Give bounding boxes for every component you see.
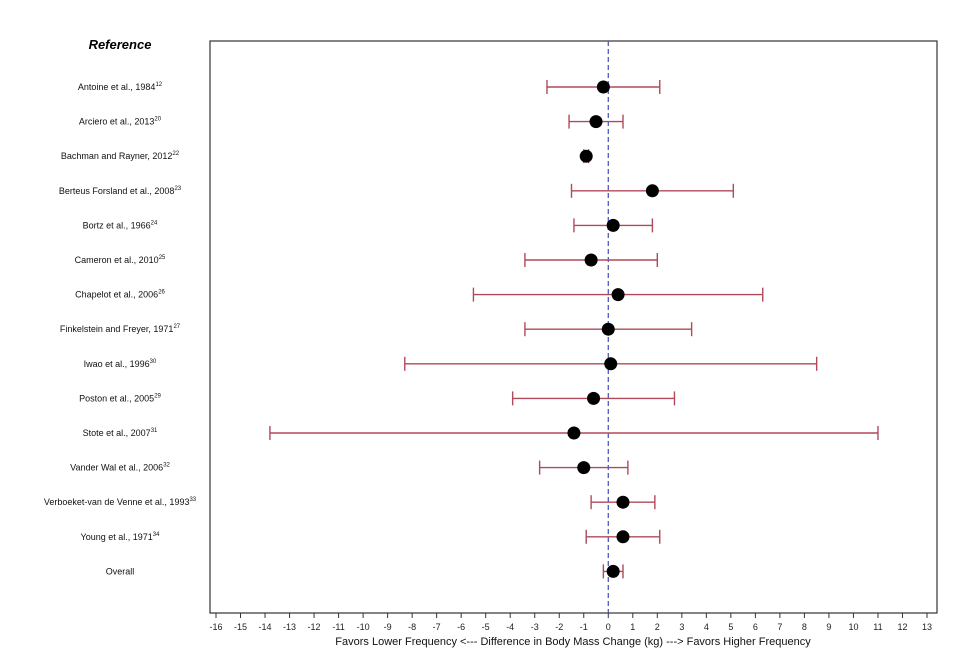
study-reference-number: 24 <box>151 220 158 226</box>
study-label: Bachman and Rayner, 201222 <box>61 151 180 161</box>
study-label: Verboeket-van de Venne et al., 199333 <box>44 497 197 507</box>
x-tick-label: -14 <box>259 622 272 632</box>
x-tick-label: 2 <box>655 622 660 632</box>
reference-column-heading: Reference <box>89 37 152 52</box>
point-estimate <box>601 322 615 336</box>
x-tick-label: -8 <box>408 622 416 632</box>
x-tick-label: 10 <box>848 622 858 632</box>
x-tick-label: -9 <box>384 622 392 632</box>
study-label: Bortz et al., 196624 <box>83 220 158 230</box>
study-label: Poston et al., 200529 <box>79 393 161 403</box>
point-estimate <box>606 218 620 232</box>
study-label: Young et al., 197134 <box>81 532 161 542</box>
x-tick-label: 5 <box>728 622 733 632</box>
point-estimate <box>584 253 598 267</box>
x-tick-label: 3 <box>679 622 684 632</box>
x-tick-label: -6 <box>457 622 465 632</box>
study-reference-number: 23 <box>174 186 181 192</box>
study-reference-number: 25 <box>159 255 166 261</box>
study-reference-number: 31 <box>151 428 158 434</box>
x-tick-label: -12 <box>308 622 321 632</box>
x-tick-label: -16 <box>209 622 222 632</box>
x-tick-label: -11 <box>332 622 344 632</box>
x-tick-label: 0 <box>606 622 611 632</box>
point-estimate <box>579 149 593 163</box>
point-estimate <box>611 288 625 302</box>
x-tick-label: -13 <box>283 622 296 632</box>
x-tick-label: 11 <box>873 622 882 632</box>
point-estimate <box>616 530 630 544</box>
x-tick-label: 9 <box>826 622 831 632</box>
study-reference-number: 32 <box>163 463 170 469</box>
confidence-intervals <box>269 80 879 579</box>
x-tick-label: -10 <box>357 622 370 632</box>
point-estimate <box>587 391 601 405</box>
study-reference-number: 12 <box>155 82 162 88</box>
x-tick-label: -15 <box>234 622 247 632</box>
study-reference-number: 22 <box>172 151 179 157</box>
x-axis-title: Favors Lower Frequency <--- Difference i… <box>335 636 811 648</box>
point-estimate <box>589 115 603 129</box>
x-tick-label: -5 <box>482 622 490 632</box>
point-estimate <box>604 357 618 371</box>
point-estimate <box>567 426 581 440</box>
x-tick-label: -4 <box>506 622 514 632</box>
point-estimate <box>577 461 591 475</box>
study-label: Vander Wal et al., 200632 <box>70 463 170 473</box>
x-tick-label: 8 <box>802 622 807 632</box>
study-label: Antoine et al., 198412 <box>78 82 163 92</box>
study-reference-number: 27 <box>173 324 180 330</box>
study-label: Iwao et al., 199630 <box>84 359 157 369</box>
x-tick-label: 13 <box>922 622 932 632</box>
x-tick-label: -2 <box>555 622 563 632</box>
point-estimate <box>645 184 659 198</box>
x-tick-label: 7 <box>777 622 782 632</box>
x-tick-label: -3 <box>531 622 539 632</box>
study-label: Arciero et al., 201320 <box>79 117 162 127</box>
point-estimate <box>616 495 630 509</box>
study-labels: Antoine et al., 198412 Arciero et al., 20… <box>44 82 197 576</box>
study-label: Cameron et al., 201025 <box>75 255 166 265</box>
x-tick-label: 4 <box>704 622 709 632</box>
x-tick-label: -7 <box>433 622 441 632</box>
point-estimate <box>596 80 610 94</box>
study-reference-number: 33 <box>189 497 196 503</box>
x-tick-label: 1 <box>630 622 635 632</box>
study-label: Stote et al., 200731 <box>83 428 158 438</box>
study-reference-number: 26 <box>158 290 165 296</box>
x-tick-label: 12 <box>897 622 907 632</box>
x-tick-label: 6 <box>753 622 758 632</box>
study-reference-number: 34 <box>153 532 160 538</box>
study-label: Berteus Forsland et al., 200823 <box>59 186 182 196</box>
study-label: Overall <box>106 566 135 576</box>
study-reference-number: 29 <box>154 393 161 399</box>
study-label: Finkelstein and Freyer, 197127 <box>60 324 181 334</box>
point-estimate <box>606 564 620 578</box>
x-axis: -16 -15 -14 -13 -12 -11 -10 -9 -8 -7 -6 -5 -4 -3 -2 -1 0… <box>209 613 932 632</box>
study-reference-number: 30 <box>150 359 157 365</box>
x-tick-label: -1 <box>580 622 588 632</box>
study-label: Chapelot et al., 200626 <box>75 290 165 300</box>
study-reference-number: 20 <box>154 117 161 123</box>
plot-frame <box>209 40 938 614</box>
point-estimates <box>567 80 659 578</box>
